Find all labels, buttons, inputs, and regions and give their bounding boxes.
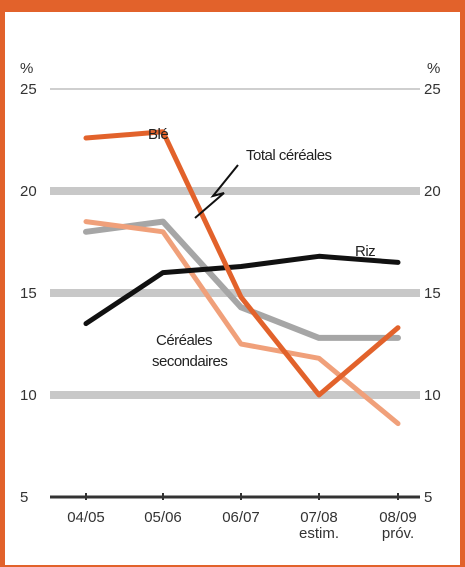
series-label-ble: Blé xyxy=(148,126,168,143)
x-tick-label-4: 08/09 xyxy=(379,509,417,526)
leader-line-total-cereales xyxy=(194,164,239,219)
series-labels: Blé Total céréales Riz Céréales secondaires xyxy=(148,126,376,370)
series-line-total-c-r-ales xyxy=(83,218,401,341)
series-label-cereales-secondaires: Céréales secondaires xyxy=(152,332,227,370)
y-tick-left-10: 10 xyxy=(20,387,37,404)
unit-label-left: % xyxy=(20,60,33,77)
y-tick-right-5: 5 xyxy=(424,489,432,506)
y-tick-left-20: 20 xyxy=(20,183,37,200)
series-line-c-r-ales-secondaires xyxy=(83,219,401,427)
series-line-bl- xyxy=(83,129,401,398)
y-tick-right-25: 25 xyxy=(424,81,441,98)
y-tick-left-5: 5 xyxy=(20,489,28,506)
y-tick-right-20: 20 xyxy=(424,183,441,200)
unit-label-right: % xyxy=(427,60,440,77)
y-tick-left-25: 25 xyxy=(20,81,37,98)
tick-labels: % % 5 5 10 10 15 15 20 20 25 25 04/05 05/06 06/07 07/08… xyxy=(20,60,441,542)
x-tick-label-4-sub: próv. xyxy=(382,525,414,542)
x-tick-label-3-sub: estim. xyxy=(299,525,339,542)
x-tick-label-0: 04/05 xyxy=(67,509,105,526)
x-tick-label-2: 06/07 xyxy=(222,509,260,526)
y-tick-left-15: 15 xyxy=(20,285,37,302)
x-tick-label-1: 05/06 xyxy=(144,509,182,526)
axes xyxy=(50,493,420,500)
series-lines xyxy=(83,129,401,427)
series-line-riz xyxy=(83,253,401,327)
x-tick-label-3: 07/08 xyxy=(300,509,338,526)
series-label-total-cereales: Total céréales xyxy=(246,147,332,164)
grid-lines xyxy=(50,88,420,399)
y-tick-right-15: 15 xyxy=(424,285,441,302)
y-tick-right-10: 10 xyxy=(424,387,441,404)
series-label-riz: Riz xyxy=(355,243,375,260)
